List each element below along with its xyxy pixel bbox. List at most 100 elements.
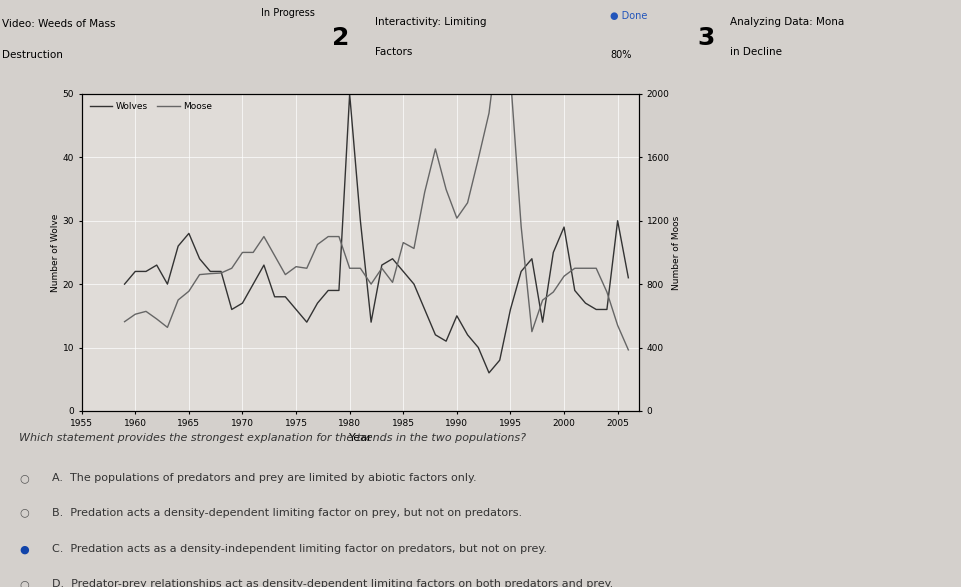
Moose [526, 328, 537, 335]
Wolves [462, 331, 474, 338]
Wolves [344, 90, 356, 97]
Moose [590, 265, 602, 272]
Wolves [172, 242, 184, 249]
Wolves [537, 319, 549, 326]
Wolves [140, 268, 152, 275]
Y-axis label: Number of Wolve: Number of Wolve [51, 213, 60, 292]
Moose [194, 271, 206, 278]
Moose [558, 272, 570, 279]
Moose [344, 265, 356, 272]
Wolves [398, 268, 409, 275]
Text: D.  Predator-prey relationships act as density-dependent limiting factors on bot: D. Predator-prey relationships act as de… [52, 579, 613, 587]
Text: Destruction: Destruction [2, 50, 62, 60]
Moose [505, 72, 516, 79]
Line: Moose: Moose [125, 27, 628, 350]
Wolves [151, 262, 162, 269]
Moose [205, 270, 216, 277]
Moose [247, 249, 259, 256]
Wolves [558, 224, 570, 231]
Wolves [569, 287, 580, 294]
Moose [494, 23, 505, 31]
Wolves [247, 281, 259, 288]
Wolves [280, 294, 291, 301]
Text: in Decline: in Decline [730, 48, 782, 58]
Wolves [333, 287, 345, 294]
Moose [355, 265, 366, 272]
Moose [172, 296, 184, 303]
Text: Video: Weeds of Mass: Video: Weeds of Mass [2, 19, 115, 29]
Wolves [440, 338, 452, 345]
Moose [215, 269, 227, 276]
Moose [451, 215, 462, 222]
Text: Interactivity: Limiting: Interactivity: Limiting [375, 17, 486, 27]
Moose [408, 245, 420, 252]
Moose [311, 241, 323, 248]
Wolves [184, 230, 195, 237]
Text: A.  The populations of predators and prey are limited by abiotic factors only.: A. The populations of predators and prey… [52, 473, 477, 483]
Text: C.  Predation acts as a density-independent limiting factor on predators, but no: C. Predation acts as a density-independe… [52, 544, 547, 554]
Wolves [311, 299, 323, 306]
Wolves [473, 344, 484, 351]
Wolves [376, 262, 387, 269]
Text: ○: ○ [19, 473, 29, 483]
Wolves [419, 306, 431, 313]
Wolves [301, 319, 312, 326]
Wolves [515, 268, 527, 275]
Wolves [365, 319, 377, 326]
Moose [290, 263, 302, 270]
Wolves [236, 299, 248, 306]
Moose [376, 265, 387, 272]
Wolves [623, 274, 634, 281]
Text: Analyzing Data: Mona: Analyzing Data: Mona [730, 17, 845, 27]
Wolves [194, 255, 206, 262]
Wolves [259, 262, 270, 269]
Moose [569, 265, 580, 272]
Moose [548, 288, 559, 295]
Moose [280, 271, 291, 278]
Text: 2: 2 [333, 26, 350, 50]
Wolves [161, 281, 173, 288]
Moose [365, 281, 377, 288]
Wolves [205, 268, 216, 275]
Moose [323, 233, 334, 240]
Text: Which statement provides the strongest explanation for the trends in the two pop: Which statement provides the strongest e… [19, 433, 526, 443]
Moose [151, 315, 162, 322]
Moose [430, 146, 441, 153]
Moose [623, 346, 634, 353]
Text: Factors: Factors [375, 48, 412, 58]
Moose [130, 311, 141, 318]
Wolves [612, 217, 624, 224]
Moose [386, 279, 398, 286]
Wolves [590, 306, 602, 313]
Wolves [269, 294, 281, 301]
Wolves [323, 287, 334, 294]
Wolves [548, 249, 559, 256]
Wolves [483, 369, 495, 376]
Wolves [386, 255, 398, 262]
Moose [419, 188, 431, 195]
Wolves [119, 281, 131, 288]
Moose [119, 318, 131, 325]
Text: ○: ○ [19, 508, 29, 518]
Moose [269, 252, 281, 259]
Wolves [430, 331, 441, 338]
Wolves [451, 312, 462, 319]
Moose [226, 265, 237, 272]
Wolves [408, 281, 420, 288]
Text: 3: 3 [698, 26, 715, 50]
Moose [440, 186, 452, 193]
Moose [537, 296, 549, 303]
Text: ●: ● [19, 544, 29, 554]
Moose [333, 233, 345, 240]
Text: ● Done: ● Done [610, 11, 648, 22]
Wolves [130, 268, 141, 275]
X-axis label: Year: Year [349, 433, 372, 443]
Wolves [355, 217, 366, 224]
Moose [184, 288, 195, 295]
Moose [602, 288, 613, 295]
Moose [161, 324, 173, 331]
Line: Wolves: Wolves [125, 94, 628, 373]
Text: B.  Predation acts a density-dependent limiting factor on prey, but not on preda: B. Predation acts a density-dependent li… [52, 508, 522, 518]
Text: In Progress: In Progress [261, 8, 315, 18]
Moose [579, 265, 591, 272]
